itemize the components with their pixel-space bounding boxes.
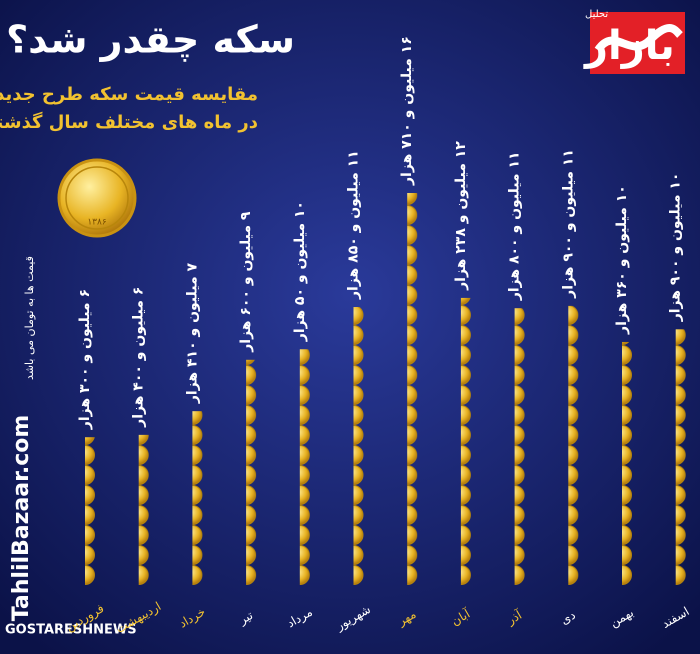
coin-stack — [611, 341, 633, 585]
coin-stack — [665, 329, 687, 585]
source: GOSTARESHNEWS — [5, 623, 137, 638]
subtitle: در ماه های مختلف سال گذشته — [0, 111, 258, 133]
note: قیمت ها به تومان می باشد — [23, 256, 36, 380]
coin-stack — [557, 305, 579, 585]
logo-wave — [594, 24, 683, 53]
value-label: ۷ میلیون و ۴۱۰ هزار — [184, 262, 200, 404]
value-label: ۱۶ میلیون و ۷۱۰ هزار — [399, 36, 415, 186]
chart-title: سکه چقدر شد؟ — [6, 18, 295, 62]
coin-stack — [235, 359, 257, 585]
coin-stack — [396, 193, 418, 585]
value-label: ۹ میلیون و ۶۰۰ هزار — [238, 211, 254, 353]
value-label: ۱۰ میلیون و ۹۰۰ هزار — [668, 173, 684, 323]
coin-stack — [181, 411, 203, 585]
brand-tag: تحلیل — [585, 9, 608, 20]
value-label: ۶ میلیون و ۴۰۰ هزار — [131, 287, 147, 428]
watermark: TahlilBazaar.com — [9, 415, 34, 622]
coin-stack — [128, 434, 150, 585]
value-label: ۱۰ میلیون و ۵۰ هزار — [292, 201, 308, 342]
value-label: ۶ میلیون و ۳۰۰ هزار — [77, 289, 93, 430]
value-label: ۱۲ میلیون و ۲۳۸ هزار — [453, 141, 469, 291]
coin-stack — [450, 297, 472, 585]
brand: بازار — [583, 23, 675, 69]
coin-stack — [504, 308, 526, 585]
coin-stack — [343, 307, 364, 585]
coin-label: ۱۳۸۶ — [87, 218, 107, 228]
x-tick-label: دی — [558, 608, 578, 627]
value-label: ۱۱ میلیون و ۸۵۰ هزار — [346, 150, 362, 300]
coin-icon — [57, 158, 137, 238]
subtitle: مقایسه قیمت سکه طرح جدید — [0, 84, 258, 105]
coin-stack — [289, 349, 311, 585]
coin-stack — [74, 437, 96, 585]
value-label: ۱۱ میلیون و ۸۰۰ هزار — [507, 151, 523, 301]
value-label: ۱۰ میلیون و ۳۶۰ هزار — [614, 185, 630, 335]
coin-ring — [65, 166, 129, 230]
value-label: ۱۱ میلیون و ۹۰۰ هزار — [560, 149, 576, 299]
